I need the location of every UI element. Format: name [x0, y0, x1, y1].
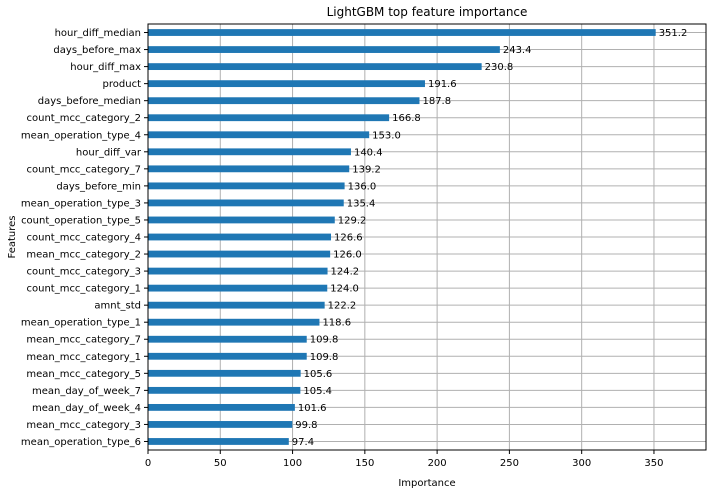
y-tick-label: days_before_max: [53, 45, 141, 56]
x-tick-label: 250: [500, 458, 519, 469]
bar-mean_mcc_category_5: [148, 369, 301, 377]
bar-value-label: 126.0: [333, 250, 362, 261]
y-tick-label: mean_mcc_category_2: [26, 250, 141, 261]
bar-mean_operation_type_1: [148, 318, 320, 326]
bar-mean_mcc_category_2: [148, 250, 331, 258]
bar-count_operation_type_5: [148, 216, 335, 224]
y-tick-label: amnt_std: [94, 301, 141, 312]
y-tick-label: mean_mcc_category_3: [26, 420, 141, 431]
bar-value-label: 109.8: [310, 352, 339, 363]
bar-value-label: 122.2: [328, 301, 357, 312]
bar-mean_operation_type_3: [148, 199, 344, 207]
bar-days_before_median: [148, 97, 420, 105]
bar-value-label: 230.8: [485, 62, 514, 73]
bar-mean_mcc_category_7: [148, 335, 307, 343]
x-tick-label: 150: [355, 458, 374, 469]
y-tick-label: count_mcc_category_3: [26, 267, 141, 278]
y-tick-label: mean_operation_type_4: [21, 130, 141, 141]
bar-value-label: 101.6: [298, 403, 327, 414]
bar-mean_mcc_category_3: [148, 421, 293, 428]
bar-value-label: 109.8: [310, 335, 339, 346]
y-tick-label: hour_diff_median: [55, 28, 141, 39]
bar-product: [148, 80, 425, 88]
y-tick-label: mean_operation_type_6: [21, 437, 141, 448]
y-tick-label: mean_mcc_category_5: [26, 369, 141, 380]
bar-count_mcc_category_7: [148, 165, 350, 173]
x-axis-title: Importance: [398, 478, 455, 489]
bar-value-label: 243.4: [503, 45, 532, 56]
x-tick-label: 350: [644, 458, 663, 469]
y-tick-label: mean_operation_type_1: [21, 318, 141, 329]
x-tick-label: 0: [145, 458, 151, 469]
y-tick-label: product: [103, 79, 142, 90]
bar-value-label: 139.2: [352, 164, 381, 175]
y-tick-label: days_before_median: [38, 96, 141, 107]
bar-count_mcc_category_2: [148, 114, 390, 122]
y-tick-label: count_mcc_category_1: [26, 284, 141, 295]
bar-count_mcc_category_1: [148, 284, 328, 292]
bar-mean_day_of_week_4: [148, 403, 295, 411]
bar-mean_operation_type_6: [148, 438, 289, 445]
bar-value-label: 129.2: [338, 215, 367, 226]
y-axis-title: Features: [7, 216, 18, 259]
x-tick-label: 300: [572, 458, 591, 469]
bar-value-label: 191.6: [428, 79, 457, 90]
x-tick-label: 100: [283, 458, 302, 469]
bar-value-label: 105.6: [304, 369, 333, 380]
bar-value-label: 124.0: [330, 284, 359, 295]
bar-mean_day_of_week_7: [148, 386, 301, 394]
bar-hour_diff_max: [148, 63, 482, 71]
bar-mean_operation_type_4: [148, 131, 370, 139]
y-tick-label: mean_mcc_category_1: [26, 352, 141, 363]
y-tick-label: hour_diff_max: [70, 62, 141, 73]
chart-title: LightGBM top feature importance: [327, 5, 528, 19]
bar-hour_diff_var: [148, 148, 351, 156]
bar-days_before_min: [148, 182, 345, 190]
y-tick-label: days_before_min: [56, 181, 141, 192]
bar-value-label: 99.8: [295, 420, 317, 431]
bar-value-label: 153.0: [372, 130, 401, 141]
x-tick-label: 200: [428, 458, 447, 469]
y-tick-label: mean_day_of_week_4: [32, 403, 141, 414]
bar-value-label: 166.8: [392, 113, 421, 124]
bar-mean_mcc_category_1: [148, 352, 307, 360]
bar-count_mcc_category_4: [148, 233, 332, 241]
y-tick-label: count_mcc_category_7: [26, 164, 141, 175]
bar-amnt_std: [148, 301, 325, 309]
y-tick-label: count_mcc_category_2: [26, 113, 141, 124]
bar-value-label: 351.2: [659, 28, 688, 39]
y-tick-label: hour_diff_var: [76, 147, 142, 158]
bar-value-label: 135.4: [347, 198, 376, 209]
bar-value-label: 118.6: [322, 318, 351, 329]
bar-value-label: 136.0: [348, 181, 377, 192]
bar-hour_diff_median: [148, 29, 656, 36]
bar-value-label: 187.8: [422, 96, 451, 107]
y-tick-label: mean_operation_type_3: [21, 198, 141, 209]
bar-days_before_max: [148, 46, 500, 53]
y-tick-label: mean_mcc_category_7: [26, 335, 141, 346]
bar-count_mcc_category_3: [148, 267, 328, 275]
y-tick-label: mean_day_of_week_7: [32, 386, 141, 397]
bar-value-label: 97.4: [292, 437, 314, 448]
x-tick-label: 50: [214, 458, 227, 469]
axes: 0 50 100 150 200 250 300 350 hour_diff_medianday…: [21, 28, 664, 469]
bar-value-label: 126.6: [334, 233, 363, 244]
bar-value-label: 124.2: [331, 267, 360, 278]
y-tick-label: count_operation_type_5: [21, 215, 141, 226]
bar-value-label: 140.4: [354, 147, 383, 158]
bars: [148, 29, 656, 445]
y-tick-label: count_mcc_category_4: [26, 233, 141, 244]
bar-value-label: 105.4: [303, 386, 332, 397]
